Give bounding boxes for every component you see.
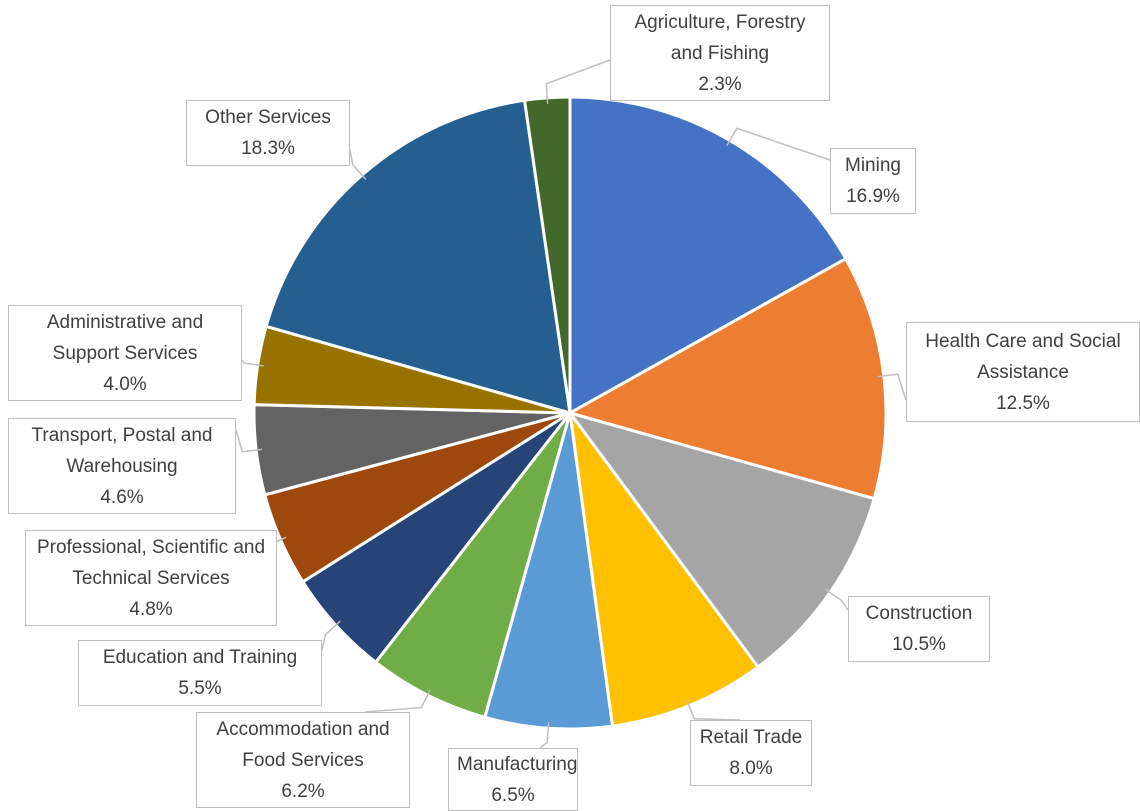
leader-line: [545, 59, 611, 104]
value-label: 12.5%: [996, 392, 1050, 414]
value-label: 4.8%: [129, 598, 173, 620]
category-label: Health Care and Social Assistance: [925, 330, 1121, 383]
category-label: Accommodation and Food Services: [216, 718, 390, 771]
leader-line: [877, 373, 907, 401]
leader-line: [824, 588, 849, 611]
value-label: 18.3%: [241, 138, 295, 159]
category-label: Mining: [845, 155, 901, 176]
value-label: 6.2%: [281, 780, 325, 802]
leader-line: [686, 699, 741, 721]
category-label: Manufacturing: [457, 753, 578, 775]
value-label: 16.9%: [846, 186, 900, 207]
leader-line: [241, 359, 264, 367]
data-label: Transport, Postal and Warehousing 4.6%: [8, 418, 236, 514]
category-label: Education and Training: [102, 647, 298, 668]
value-label: 8.0%: [729, 758, 773, 779]
data-label: Education and Training 5.5%: [78, 640, 322, 706]
value-label: 2.3%: [698, 73, 742, 95]
leader-line: [349, 149, 367, 181]
value-label: 10.5%: [892, 634, 946, 655]
data-label: Other Services 18.3%: [186, 100, 350, 166]
leader-line: [321, 620, 341, 651]
value-label: 4.6%: [100, 486, 144, 508]
category-label: Construction: [865, 603, 973, 624]
value-label: 4.0%: [103, 373, 147, 395]
data-label: Professional, Scientific and Technical S…: [25, 530, 277, 626]
data-label: Construction 10.5%: [848, 596, 990, 662]
leader-line: [539, 722, 550, 749]
data-label: Health Care and Social Assistance 12.5%: [906, 322, 1140, 422]
category-label: Professional, Scientific and Technical S…: [36, 536, 266, 589]
leader-line: [235, 429, 263, 453]
category-label: Other Services: [205, 107, 331, 128]
data-label: Accommodation and Food Services 6.2%: [196, 712, 410, 808]
category-label: Retail Trade: [699, 727, 803, 748]
data-label: Agriculture, Forestry and Fishing 2.3%: [610, 5, 830, 101]
category-label: Transport, Postal and Warehousing: [31, 424, 213, 477]
data-label: Manufacturing 6.5%: [448, 748, 578, 811]
value-label: 6.5%: [491, 784, 535, 806]
category-label: Agriculture, Forestry and Fishing: [634, 11, 806, 64]
data-label: Administrative and Support Services 4.0%: [8, 305, 242, 401]
leader-line: [364, 689, 431, 713]
category-label: Administrative and Support Services: [46, 311, 204, 364]
data-label: Mining 16.9%: [830, 148, 916, 214]
value-label: 5.5%: [178, 678, 222, 699]
data-label: Retail Trade 8.0%: [690, 720, 812, 786]
leader-line: [726, 127, 831, 161]
